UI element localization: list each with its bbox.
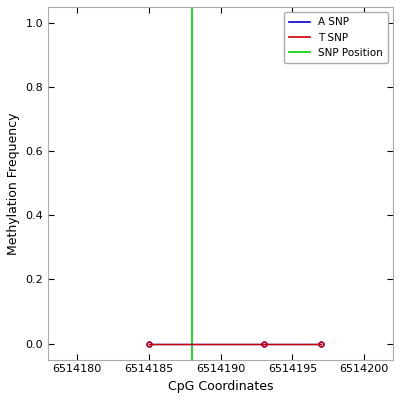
Y-axis label: Methylation Frequency: Methylation Frequency (7, 112, 20, 254)
X-axis label: CpG Coordinates: CpG Coordinates (168, 380, 273, 393)
Legend: A SNP, T SNP, SNP Position: A SNP, T SNP, SNP Position (284, 12, 388, 63)
